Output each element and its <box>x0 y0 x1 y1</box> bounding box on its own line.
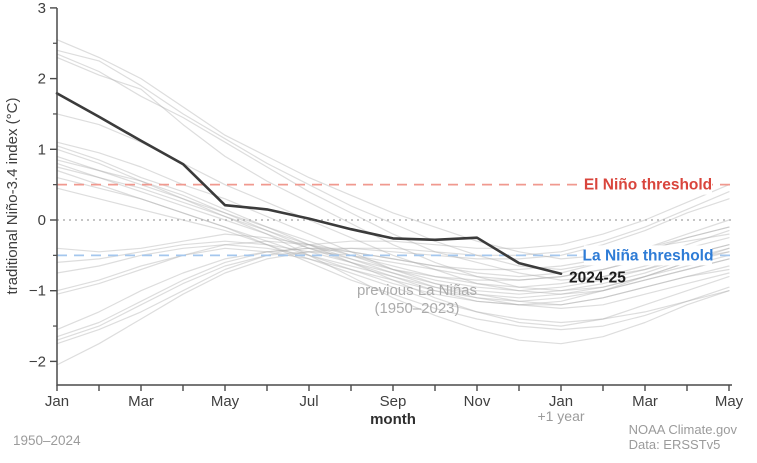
la-nina-threshold-label: La Niña threshold <box>583 247 714 264</box>
y-tick-label: −2 <box>29 353 46 370</box>
y-tick-label: 3 <box>38 0 46 17</box>
y-tick-label: 0 <box>38 212 46 229</box>
y-tick-label: 2 <box>38 71 46 88</box>
previous-la-nina-line <box>56 159 730 292</box>
previous-la-nina-line <box>56 145 730 327</box>
previous-la-nina-line <box>56 56 730 292</box>
axes-frame <box>56 8 732 386</box>
previous-la-nina-line <box>56 155 730 306</box>
previous-la-nina-line <box>56 198 730 338</box>
previous-la-nina-line <box>56 166 730 309</box>
x-tick-label: Nov <box>464 393 491 410</box>
previous-la-nina-line <box>56 244 730 299</box>
x-axis-plus-one-year-label: +1 year <box>537 408 584 424</box>
x-tick-label: May <box>211 393 240 410</box>
x-axis-title: month <box>370 411 416 428</box>
previous-la-nina-line <box>56 187 730 324</box>
previous-la-nina-line <box>56 177 730 306</box>
x-tick-label: Mar <box>632 393 658 410</box>
el-nino-threshold-label: El Niño threshold <box>584 177 712 194</box>
main-series-label: 2024-25 <box>569 270 626 287</box>
y-tick-label: −1 <box>29 283 46 300</box>
x-tick-label: May <box>715 393 744 410</box>
previous-la-ninas-years-label: (1950–2023) <box>374 300 459 317</box>
previous-la-nina-line <box>56 169 730 331</box>
footer-credit: NOAA Climate.gov Data: ERSSTv5 <box>629 422 737 452</box>
previous-la-ninas-label: previous La Niñas <box>357 282 477 299</box>
previous-la-nina-line <box>56 191 730 366</box>
previous-la-nina-line <box>56 184 730 345</box>
x-tick-label: Mar <box>128 393 154 410</box>
previous-la-nina-line <box>56 141 730 306</box>
y-tick-label: 1 <box>38 141 46 158</box>
x-tick-label: Jul <box>299 393 318 410</box>
el-nino-threshold-label-backing <box>584 174 712 195</box>
previous-la-nina-line <box>56 230 730 341</box>
main-2024-25-line <box>55 92 563 276</box>
footer-credit-source: NOAA Climate.gov <box>628 422 737 437</box>
y-axis-title: traditional Niño-3.4 index (°C) <box>4 98 21 295</box>
previous-la-nina-line <box>56 148 730 345</box>
previous-la-nina-line <box>56 162 730 281</box>
x-tick-label: Jan <box>549 393 573 410</box>
x-tick-label: Sep <box>380 393 407 410</box>
previous-la-nina-line <box>56 53 730 281</box>
footer-year-range: 1950–2024 <box>13 433 81 448</box>
previous-la-nina-line <box>56 233 730 288</box>
x-tick-label: Jan <box>45 393 69 410</box>
footer-credit-dataset: Data: ERSSTv5 <box>628 437 721 452</box>
previous-la-nina-line <box>56 247 730 302</box>
la-nina-threshold-label-backing <box>584 245 712 266</box>
previous-la-nina-line <box>56 240 730 295</box>
